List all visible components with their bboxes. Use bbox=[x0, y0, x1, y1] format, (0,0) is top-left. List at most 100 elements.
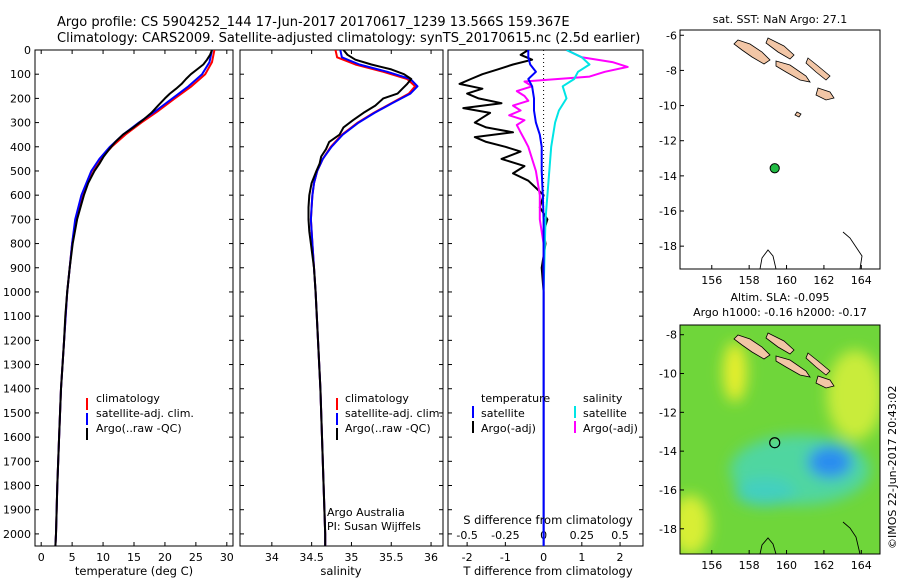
difference-panel: -2 -1 0 1 2-0.5 -0.25 0 0.25 0.5 S difference fr… bbox=[447, 49, 644, 578]
salinity-annotation-line-2: PI: Susan Wijffels bbox=[327, 520, 421, 533]
map-x-tick-label: 164 bbox=[851, 274, 872, 287]
difference-xlabel: T difference from climatology bbox=[462, 564, 633, 578]
series-line-argo-raw-qc- bbox=[307, 50, 413, 546]
depth-tick-label: 1000 bbox=[3, 286, 31, 299]
sst-map-title: sat. SST: NaN Argo: 27.1 bbox=[713, 13, 847, 26]
map-y-tick-label: -10 bbox=[659, 100, 677, 113]
sla-high-southwest bbox=[680, 495, 710, 554]
depth-tick-label: 300 bbox=[10, 117, 31, 130]
island-isabel bbox=[775, 60, 811, 83]
x-tick-label: 30 bbox=[220, 551, 234, 564]
depth-tick-label: 200 bbox=[10, 92, 31, 105]
depth-tick-label: 2000 bbox=[3, 528, 31, 541]
sla-high-west bbox=[723, 342, 747, 402]
salinity-annotation-line-1: Argo Australia bbox=[327, 506, 405, 519]
salinity-legend-argo: Argo(..raw -QC) bbox=[345, 422, 431, 435]
map-y-tick-label: -16 bbox=[659, 205, 677, 218]
map-y-tick-label: -10 bbox=[659, 368, 677, 381]
depth-tick-label: 500 bbox=[10, 165, 31, 178]
temperature-axes-frame bbox=[34, 49, 234, 547]
series-line-argo-raw-qc- bbox=[54, 50, 213, 546]
difference-legend-sal-satellite: satellite bbox=[583, 407, 627, 420]
sla-low-west bbox=[735, 478, 795, 506]
depth-tick-label: 1700 bbox=[3, 455, 31, 468]
salinity-ticks: 34 34.5 35 35.5 36 bbox=[240, 49, 443, 564]
x-tick-label: -2 bbox=[462, 551, 473, 564]
difference-legend-title-salinity: salinity bbox=[583, 392, 623, 405]
sla-map-panel: Altim. SLA: -0.095 Argo h1000: -0.16 h20… bbox=[659, 291, 881, 572]
map-y-tick-label: -8 bbox=[666, 329, 677, 342]
difference-legend-temp-argo: Argo(-adj) bbox=[481, 422, 536, 435]
sla-map-title-line-1: Altim. SLA: -0.095 bbox=[730, 291, 829, 304]
title-line-2: Climatology: CARS2009. Satellite-adjuste… bbox=[57, 31, 640, 46]
sst-map-frame bbox=[679, 29, 881, 270]
x-tick-label: 34 bbox=[265, 551, 279, 564]
temperature-xlabel: temperature (deg C) bbox=[75, 564, 193, 578]
x-tick-label-top: 0.5 bbox=[611, 529, 629, 542]
depth-tick-label: 800 bbox=[10, 238, 31, 251]
map-x-tick-label: 162 bbox=[813, 274, 834, 287]
salinity-legend-satellite: satellite-adj. clim. bbox=[345, 407, 443, 420]
difference-ticks: -2 -1 0 1 2-0.5 -0.25 0 0.25 0.5 bbox=[448, 49, 643, 564]
x-tick-label: 20 bbox=[158, 551, 172, 564]
x-tick-label: -1 bbox=[500, 551, 511, 564]
x-tick-label: 36 bbox=[424, 551, 438, 564]
depth-tick-label: 900 bbox=[10, 262, 31, 275]
difference-lines bbox=[458, 50, 629, 546]
island-rennell bbox=[794, 111, 802, 118]
difference-xlabel-top: S difference from climatology bbox=[463, 513, 633, 527]
map-x-tick-label: 164 bbox=[851, 559, 872, 572]
sla-heatmap bbox=[680, 325, 880, 554]
sla-map-ticks: 156 158 160 162 164 -8 -10 -12 -14 -16 -18 bbox=[659, 329, 872, 572]
sla-map-frame bbox=[679, 324, 881, 555]
x-tick-label: 25 bbox=[189, 551, 203, 564]
temperature-legend-satellite: satellite-adj. clim. bbox=[96, 407, 194, 420]
island-malaita bbox=[805, 57, 831, 81]
map-y-tick-label: -12 bbox=[659, 406, 677, 419]
depth-tick-label: 700 bbox=[10, 213, 31, 226]
depth-tick-label: 400 bbox=[10, 141, 31, 154]
map-y-tick-label: -6 bbox=[666, 29, 677, 42]
salinity-xlabel: salinity bbox=[320, 564, 361, 578]
sst-map-ticks: 156 158 160 162 164 -6 -8 -10 -12 -14 -16 -18 bbox=[659, 29, 872, 287]
sla-map-title-line-2: Argo h1000: -0.16 h2000: -0.17 bbox=[693, 306, 867, 319]
x-tick-label: 34.5 bbox=[299, 551, 324, 564]
sla-coast-new-caledonia bbox=[759, 537, 777, 554]
temperature-panel: 0 5 10 15 20 25 30 temperature (deg C) climato… bbox=[34, 49, 234, 578]
map-y-tick-label: -14 bbox=[659, 445, 677, 458]
map-y-tick-label: -8 bbox=[666, 64, 677, 77]
coast-new-caledonia-west bbox=[759, 249, 777, 269]
map-x-tick-label: 160 bbox=[776, 274, 797, 287]
coast-vanuatu bbox=[842, 231, 863, 269]
difference-legend-temp-satellite: satellite bbox=[481, 407, 525, 420]
map-y-tick-label: -12 bbox=[659, 135, 677, 148]
depth-tick-label: 1200 bbox=[3, 334, 31, 347]
map-x-tick-label: 156 bbox=[701, 559, 722, 572]
series-line-temperature-satellite bbox=[527, 50, 545, 546]
depth-tick-label: 1900 bbox=[3, 504, 31, 517]
sla-island-isabel bbox=[775, 355, 811, 378]
x-tick-label-top: -0.5 bbox=[456, 529, 477, 542]
sla-island-guadalcanal bbox=[815, 375, 835, 389]
depth-tick-label: 600 bbox=[10, 189, 31, 202]
salinity-legend-climatology: climatology bbox=[345, 392, 409, 405]
x-tick-label: 0 bbox=[540, 551, 547, 564]
depth-tick-label: 1600 bbox=[3, 431, 31, 444]
temperature-legend-climatology: climatology bbox=[96, 392, 160, 405]
x-tick-label: 1 bbox=[578, 551, 585, 564]
x-tick-label: 10 bbox=[96, 551, 110, 564]
x-tick-label: 0 bbox=[38, 551, 45, 564]
map-y-tick-label: -18 bbox=[659, 240, 677, 253]
sla-island-choiseul bbox=[765, 332, 795, 355]
x-tick-label: 35.5 bbox=[379, 551, 404, 564]
salinity-panel: 34 34.5 35 35.5 36 salinity climatology sate… bbox=[239, 49, 444, 578]
temperature-ticks: 0 5 10 15 20 25 30 bbox=[35, 49, 234, 564]
depth-tick-label: 0 bbox=[24, 44, 31, 57]
difference-legend-sal-argo: Argo(-adj) bbox=[583, 422, 638, 435]
map-x-tick-label: 158 bbox=[739, 274, 760, 287]
title-line-1: Argo profile: CS 5904252_144 17-Jun-2017… bbox=[57, 15, 570, 30]
depth-tick-label: 1500 bbox=[3, 407, 31, 420]
sla-high-east bbox=[827, 350, 880, 440]
difference-axes-frame bbox=[447, 49, 644, 547]
